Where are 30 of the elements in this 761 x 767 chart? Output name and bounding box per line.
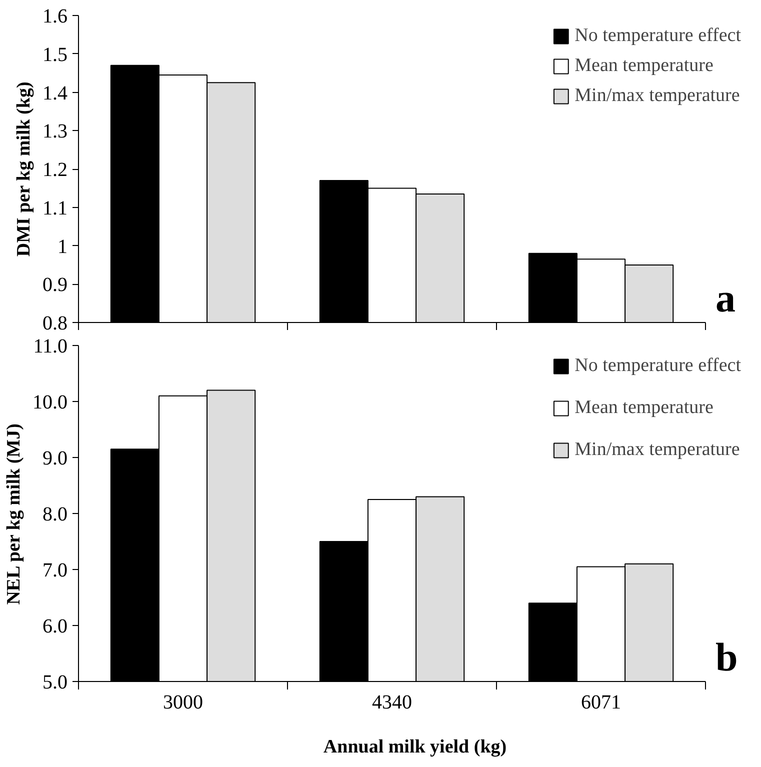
y-tick-label: 1.3 xyxy=(42,120,68,143)
y-tick-label: 7.0 xyxy=(42,560,68,582)
legend-label: Min/max temperature xyxy=(574,85,740,107)
y-tick-label: 9.0 xyxy=(42,448,68,470)
y-tick-label: 0.9 xyxy=(42,274,68,296)
y-tick-label: 1.4 xyxy=(42,82,68,104)
legend-label: Mean temperature xyxy=(574,55,714,77)
y-tick-label: 1.5 xyxy=(42,44,68,66)
y-axis-title: DMI per kg milk (kg) xyxy=(14,82,34,257)
x-tick-label: 4340 xyxy=(372,692,412,714)
x-tick-label: 6071 xyxy=(581,692,622,714)
y-tick-label: 8.0 xyxy=(42,504,68,526)
x-axis-title: Annual milk yield (kg) xyxy=(323,736,507,758)
x-tick-label: 3000 xyxy=(163,692,204,714)
legend-label: Min/max temperature xyxy=(574,439,740,461)
legend-label: Mean temperature xyxy=(574,397,714,419)
y-tick-label: 6.0 xyxy=(42,616,68,638)
y-tick-label: 1.2 xyxy=(42,159,68,181)
legend-label: No temperature effect xyxy=(574,355,741,377)
text: a xyxy=(716,276,736,320)
y-axis-title: NEL per kg milk (MJ) xyxy=(4,424,24,605)
y-tick-label: 10.0 xyxy=(32,392,68,414)
text: b xyxy=(716,634,738,680)
y-tick-label: 1.1 xyxy=(42,197,68,220)
y-tick-label: 5.0 xyxy=(42,672,68,694)
y-tick-label: 1 xyxy=(58,236,68,258)
y-tick-label: 0.8 xyxy=(42,312,68,334)
legend-label: No temperature effect xyxy=(574,25,741,47)
y-tick-label: 11.0 xyxy=(33,336,68,358)
y-tick-label: 1.6 xyxy=(42,6,68,28)
